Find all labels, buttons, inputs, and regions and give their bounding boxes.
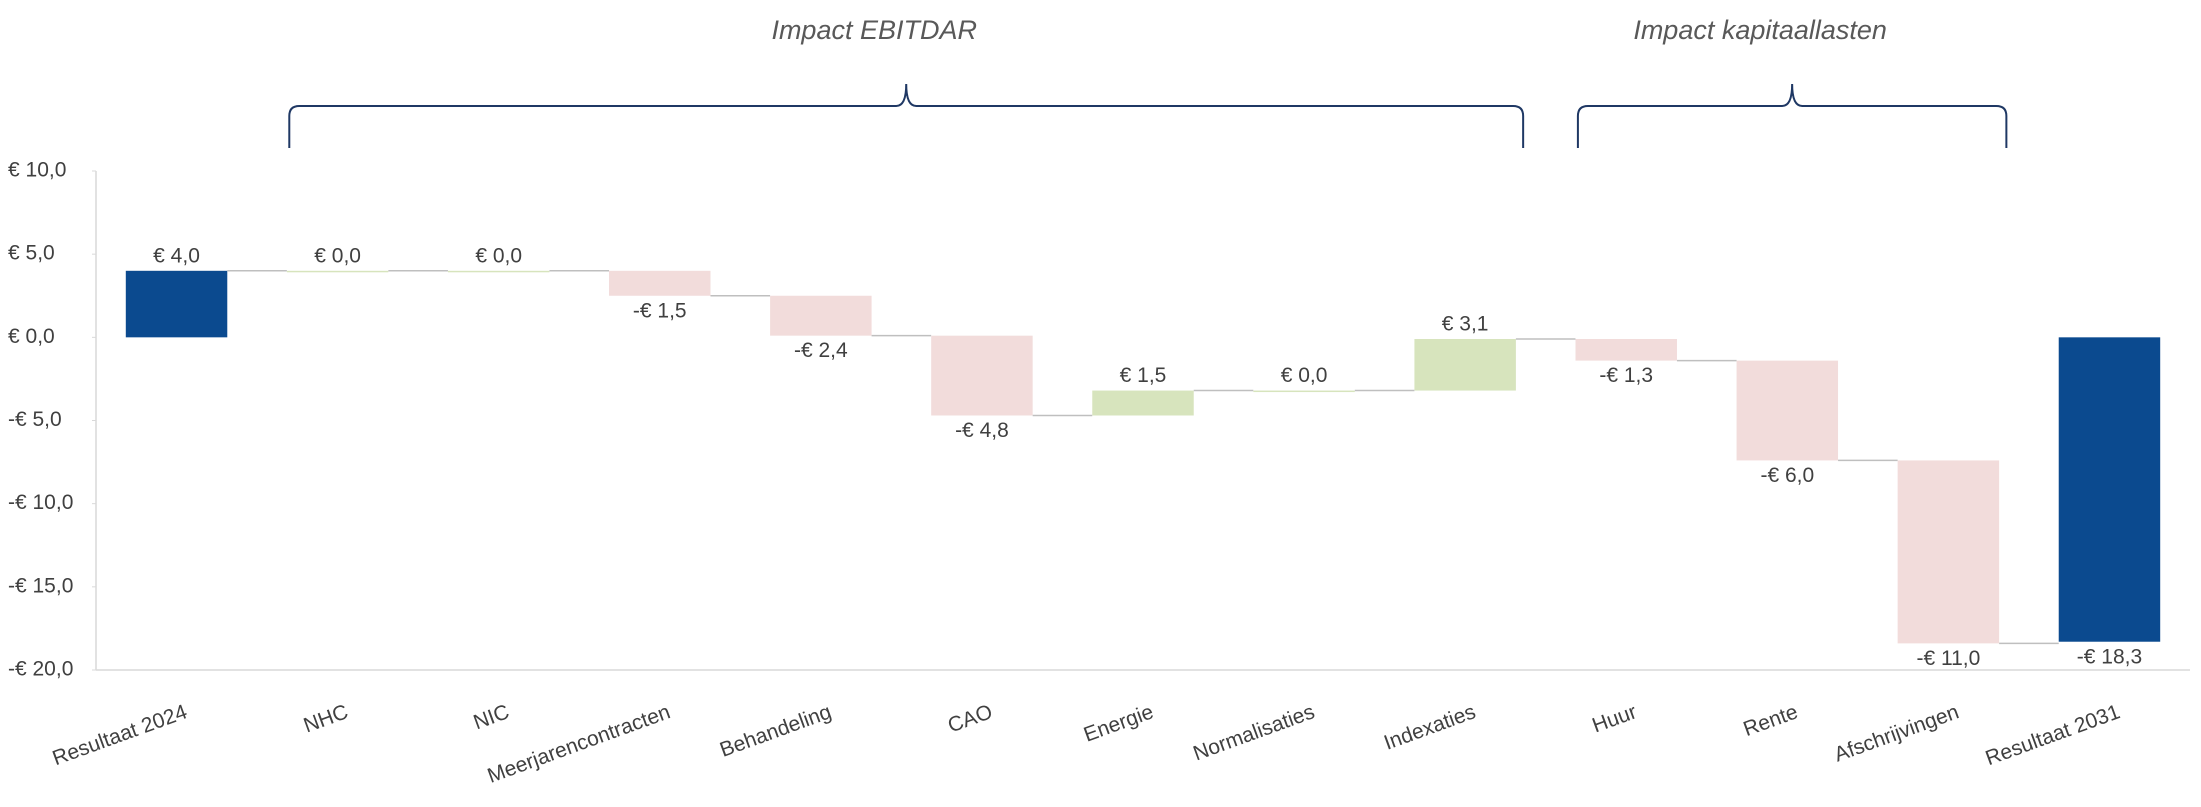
- x-tick-label: Resultaat 2024: [50, 700, 191, 770]
- bar: [447, 270, 550, 273]
- bar: [1092, 390, 1194, 416]
- bar: [609, 270, 711, 296]
- x-tick-label: NIC: [470, 700, 512, 734]
- data-label: € 4,0: [153, 244, 200, 267]
- bar: [125, 270, 228, 338]
- bar: [1575, 338, 1677, 361]
- y-tick-label: -€ 5,0: [8, 408, 62, 431]
- bar: [1736, 360, 1839, 461]
- data-label: -€ 11,0: [1916, 647, 1980, 670]
- x-tick-label: Afschrijvingen: [1831, 700, 1962, 766]
- x-tick-label: Energie: [1081, 700, 1157, 746]
- bar: [931, 335, 1033, 416]
- bar: [2058, 337, 2161, 642]
- brace: [288, 83, 1525, 148]
- bar: [1253, 390, 1355, 393]
- x-tick-label: Indexaties: [1381, 700, 1479, 754]
- x-tick-label: NHC: [301, 700, 352, 737]
- data-label: -€ 18,3: [2077, 645, 2142, 668]
- x-tick-label: Resultaat 2031: [1982, 700, 2123, 770]
- bar: [286, 270, 389, 273]
- data-label: -€ 1,3: [1599, 364, 1653, 387]
- x-tick-label: CAO: [945, 700, 996, 737]
- data-label: -€ 6,0: [1760, 464, 1814, 487]
- bar: [770, 295, 872, 336]
- bar: [1414, 338, 1516, 391]
- x-tick-label: Meerjarencontracten: [485, 700, 674, 787]
- annotation: Impact kapitaallasten: [1633, 15, 1887, 45]
- y-tick-label: -€ 10,0: [8, 491, 73, 514]
- x-tick-label: Behandeling: [717, 700, 835, 762]
- brace: [1576, 83, 2008, 148]
- data-label: € 1,5: [1120, 364, 1167, 387]
- data-label: € 3,1: [1442, 313, 1489, 336]
- data-label: € 0,0: [1281, 364, 1328, 387]
- data-label: -€ 4,8: [955, 419, 1009, 442]
- bar: [1897, 460, 2000, 644]
- data-label: -€ 1,5: [633, 299, 687, 322]
- y-tick-label: -€ 15,0: [8, 574, 73, 597]
- x-tick-label: Rente: [1740, 700, 1801, 741]
- y-tick-label: € 0,0: [8, 325, 55, 348]
- data-label: € 0,0: [314, 244, 361, 267]
- y-tick-label: € 10,0: [8, 159, 66, 182]
- x-tick-label: Normalisaties: [1190, 700, 1317, 765]
- x-tick-label: Huur: [1589, 700, 1640, 737]
- data-label: € 0,0: [475, 244, 522, 267]
- data-label: -€ 2,4: [794, 339, 848, 362]
- annotation: Impact EBITDAR: [771, 15, 977, 45]
- y-tick-label: € 5,0: [8, 242, 55, 265]
- y-tick-label: -€ 20,0: [8, 658, 73, 681]
